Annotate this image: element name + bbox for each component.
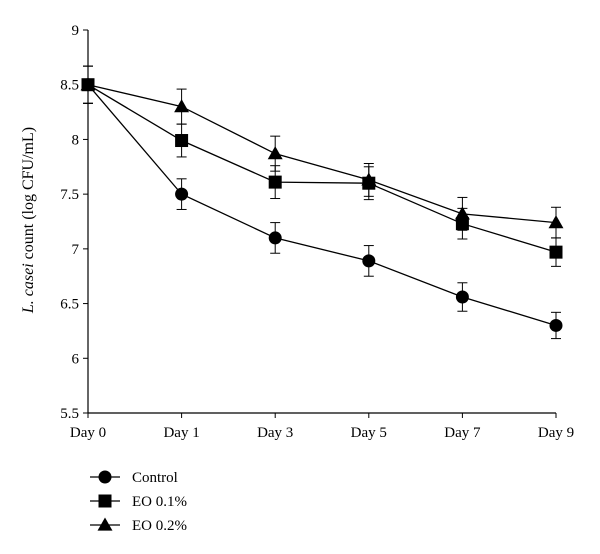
x-tick-label: Day 5: [351, 425, 387, 441]
series-line: [87, 84, 557, 224]
y-tick-label: 7.5: [60, 187, 79, 203]
data-point: [454, 206, 470, 220]
x-tick-label: Day 3: [257, 425, 293, 441]
y-tick-label: 9: [72, 23, 80, 39]
legend-marker: [98, 470, 112, 484]
legend: Control EO 0.1% EO 0.2%: [90, 470, 187, 534]
y-tick-label: 6.5: [60, 297, 79, 313]
series-layer: [80, 65, 564, 340]
data-point: [362, 254, 376, 268]
legend-marker: [98, 494, 112, 508]
x-tick-label: Day 0: [70, 425, 106, 441]
data-point: [267, 146, 283, 160]
y-tick-label: 8.5: [60, 78, 79, 94]
y-axis-label: L. casei count (log CFU/mL): [20, 127, 37, 314]
x-tick-label: Day 7: [444, 425, 481, 441]
legend-item: Control: [90, 470, 178, 486]
series-line: [87, 84, 557, 327]
y-tick-label: 5.5: [60, 406, 79, 422]
legend-item: EO 0.2%: [90, 517, 187, 534]
x-tick-label: Day 1: [163, 425, 199, 441]
legend-item: EO 0.1%: [90, 494, 187, 510]
data-point: [268, 175, 282, 189]
y-tick-label: 7: [72, 242, 80, 258]
data-point: [455, 290, 469, 304]
x-tick-label: Day 9: [538, 425, 574, 441]
data-point: [268, 231, 282, 245]
series-circle: [81, 65, 563, 340]
series-line: [87, 84, 557, 253]
y-axis-label-italic: L. casei: [20, 263, 37, 314]
y-tick-label: 6: [72, 351, 80, 367]
data-point: [548, 215, 564, 229]
legend-marker: [97, 517, 113, 531]
data-point: [175, 187, 189, 201]
legend-label: EO 0.1%: [132, 494, 187, 510]
legend-label: EO 0.2%: [132, 518, 187, 534]
data-point: [175, 134, 189, 148]
data-point: [549, 245, 563, 259]
axes: 5.5 6 6.5 7 7.5 8 8.5 9 Day 0 Day 1 Day 3 Day 5 Day …: [60, 23, 574, 441]
legend-label: Control: [132, 470, 178, 486]
data-point: [174, 99, 190, 113]
data-point: [361, 172, 377, 186]
data-point: [80, 77, 96, 91]
data-point: [549, 318, 563, 332]
y-tick-label: 8: [72, 132, 80, 148]
series-triangle: [80, 65, 564, 239]
y-axis-label-rest: count (log CFU/mL): [20, 127, 37, 263]
